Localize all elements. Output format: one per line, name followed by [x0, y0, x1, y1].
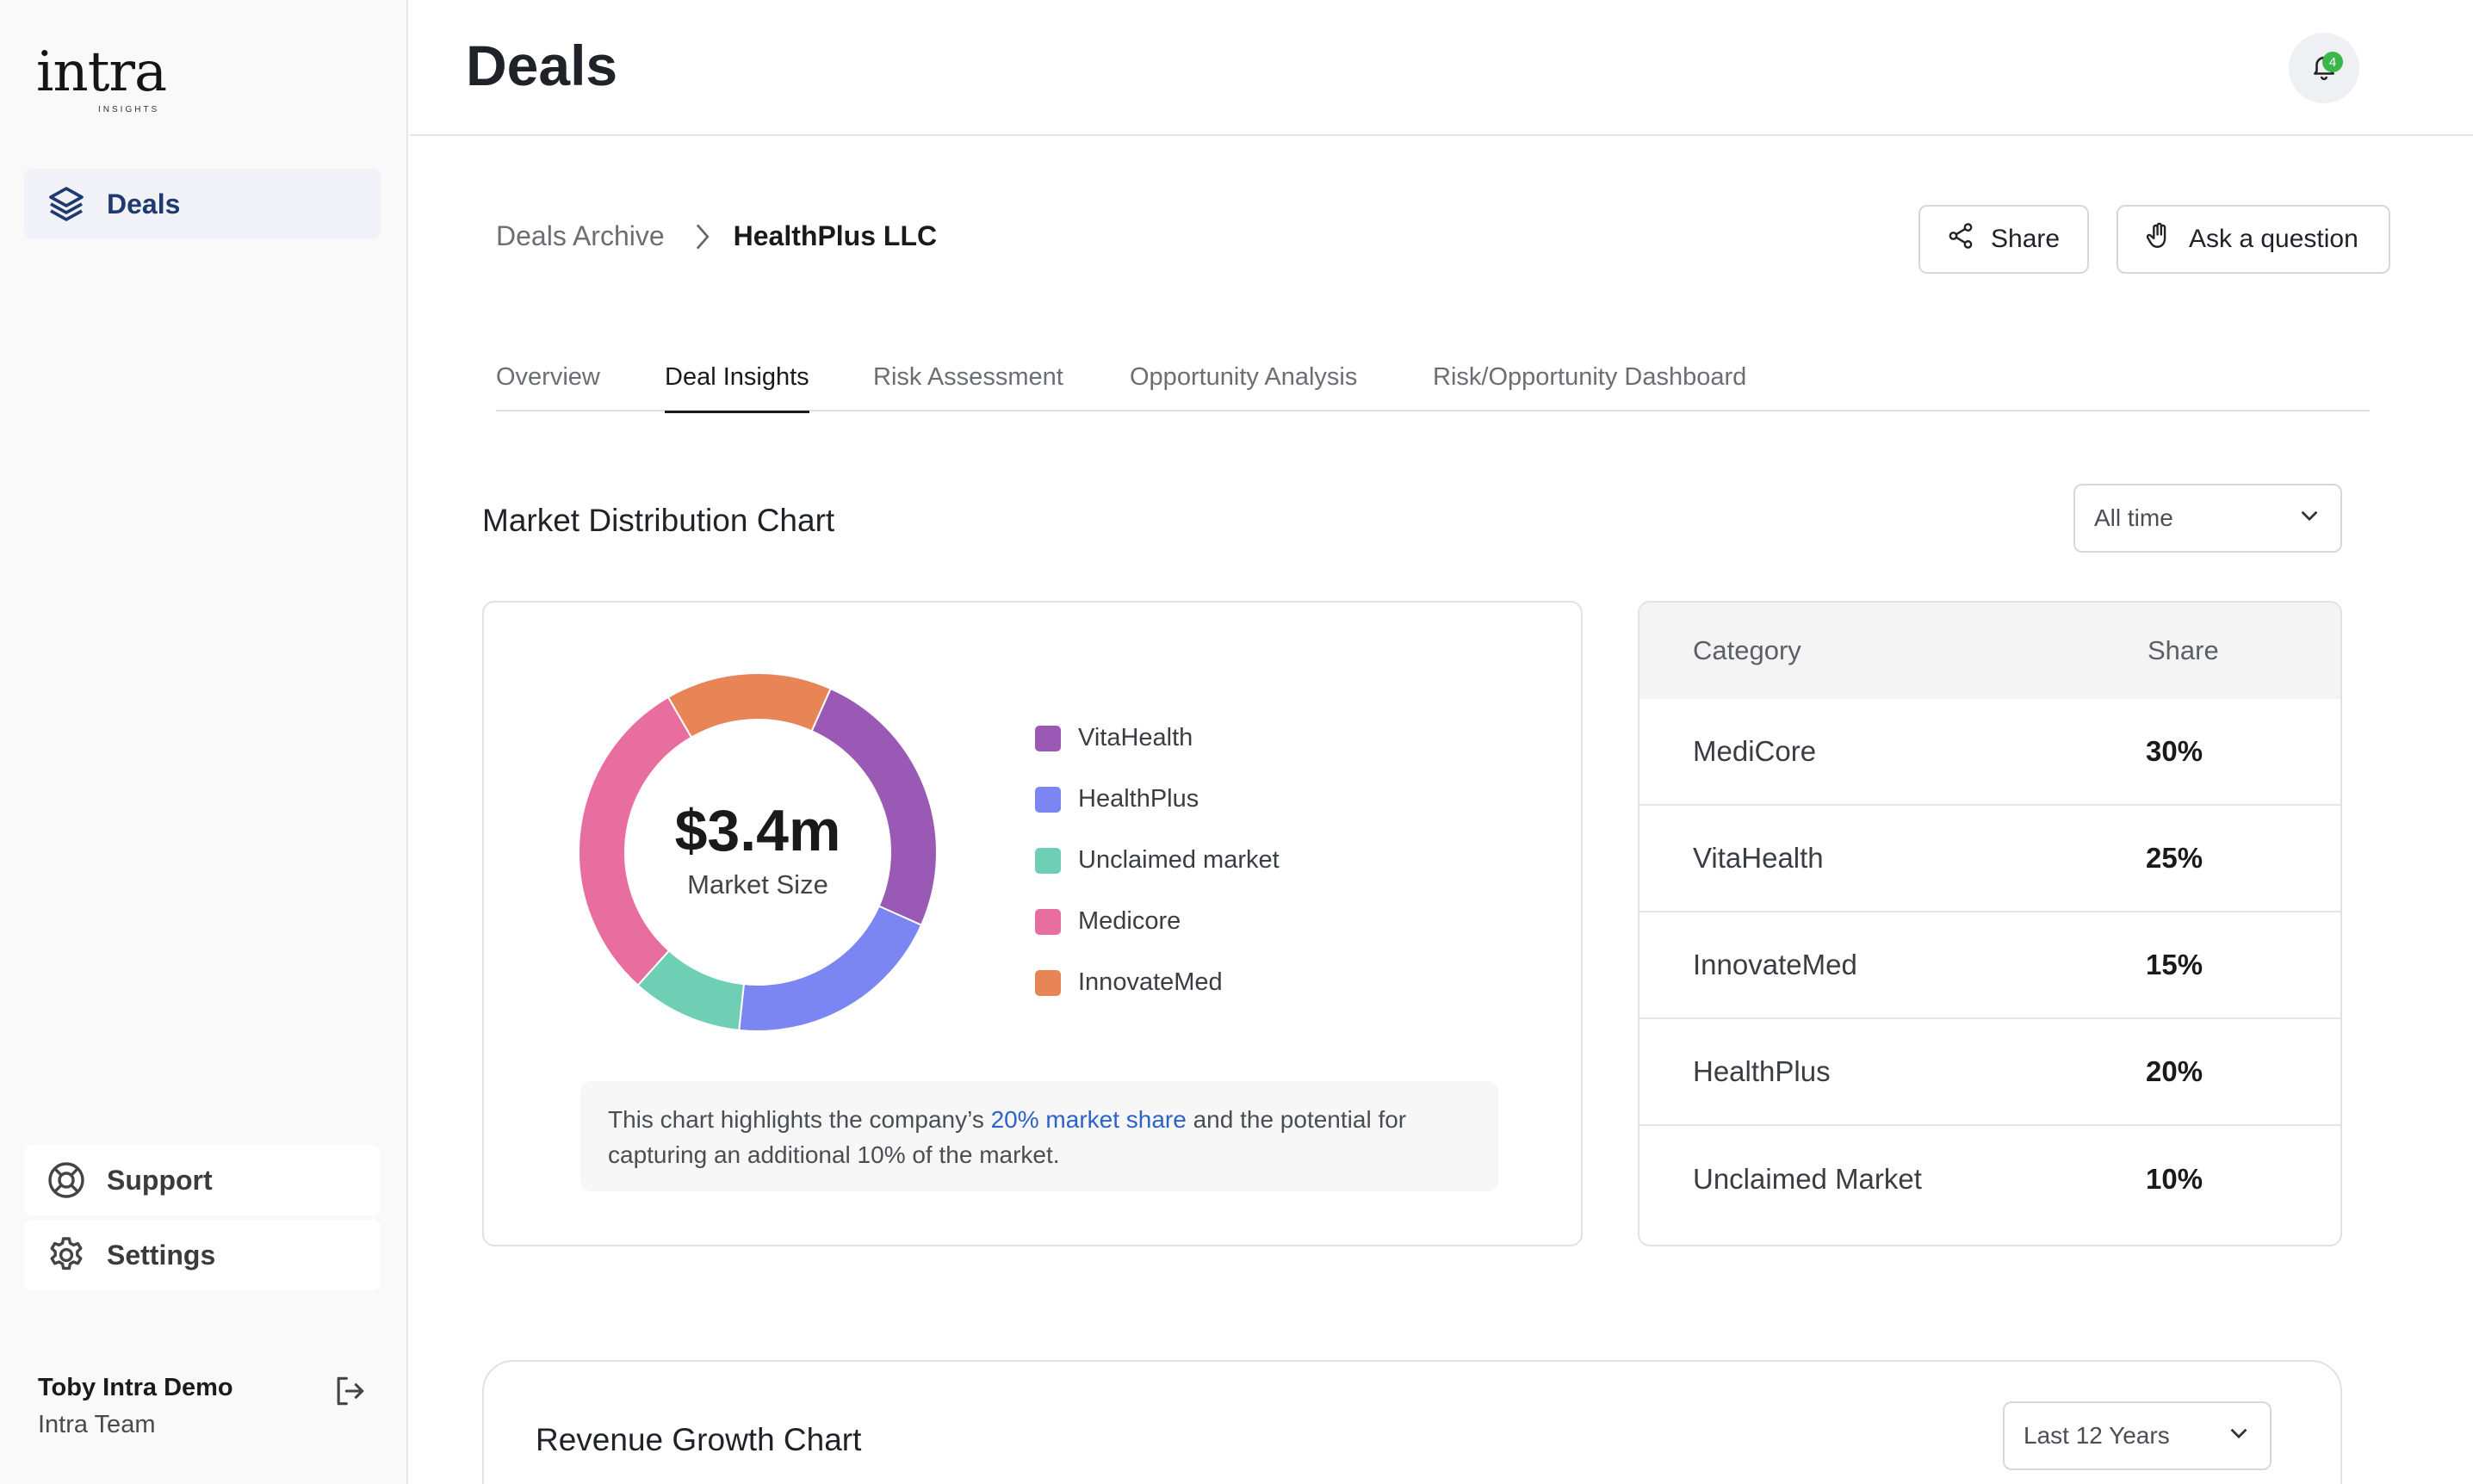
revenue-range-value: Last 12 Years: [2024, 1422, 2170, 1449]
market-size-value: $3.4m: [674, 798, 841, 863]
legend-swatch: [1035, 908, 1061, 935]
market-share-link[interactable]: 20% market share: [990, 1106, 1187, 1133]
logo-wordmark: intra: [36, 40, 167, 104]
sidebar-item-support[interactable]: Support: [24, 1145, 381, 1215]
column-header-category: Category: [1693, 635, 1801, 665]
cell-share: 10%: [2146, 1163, 2203, 1195]
logo-subtitle: INSIGHTS: [98, 105, 160, 114]
note-text-post: and the potential for capturing an addit…: [608, 1106, 1407, 1168]
lifebuoy-icon: [45, 1159, 88, 1202]
legend-swatch: [1035, 969, 1061, 996]
hand-icon: [2144, 221, 2189, 257]
notification-badge: 4: [2322, 52, 2343, 72]
market-donut-chart: [578, 672, 938, 1032]
ask-label: Ask a question: [2189, 225, 2358, 253]
market-chart-card: $3.4m Market Size VitaHealth HealthPlus …: [482, 601, 1583, 1246]
logo[interactable]: intra INSIGHTS: [36, 40, 167, 114]
cell-category: MediCore: [1693, 735, 1817, 767]
legend-label: Unclaimed market: [1078, 846, 1280, 874]
tab-risk-assessment[interactable]: Risk Assessment: [873, 363, 1063, 391]
logout-icon: [331, 1376, 369, 1413]
legend-item: HealthPlus: [1035, 769, 1280, 830]
sidebar-item-label: Deals: [107, 188, 181, 220]
layers-icon: [45, 182, 88, 226]
breadcrumb: Deals Archive HealthPlus LLC: [496, 220, 937, 252]
breadcrumb-current: HealthPlus LLC: [733, 220, 938, 251]
cell-category: Unclaimed Market: [1693, 1163, 1922, 1195]
ask-question-button[interactable]: Ask a question: [2117, 205, 2390, 274]
table-row: MediCore 30%: [1639, 699, 2340, 806]
column-header-share: Share: [2148, 635, 2219, 665]
legend-label: Medicore: [1078, 907, 1181, 935]
sidebar-item-label: Support: [107, 1164, 213, 1196]
chevron-down-icon: [2227, 1421, 2251, 1451]
revenue-range-select[interactable]: Last 12 Years: [2003, 1401, 2272, 1470]
legend-item: Unclaimed market: [1035, 830, 1280, 891]
gear-icon: [45, 1234, 88, 1277]
legend-label: VitaHealth: [1078, 724, 1193, 751]
cell-share: 20%: [2146, 1055, 2203, 1087]
logout-button[interactable]: [331, 1372, 369, 1410]
legend-item: InnovateMed: [1035, 952, 1280, 1013]
revenue-chart-card: Revenue Growth Chart Last 12 Years: [482, 1360, 2342, 1484]
table-row: Unclaimed Market 10%: [1639, 1126, 2340, 1233]
donut-slice-innovatemed[interactable]: [666, 672, 832, 739]
legend-swatch: [1035, 847, 1061, 874]
chevron-right-icon: [692, 222, 711, 251]
top-header: Deals: [410, 0, 2473, 136]
breadcrumb-deals-archive[interactable]: Deals Archive: [496, 220, 665, 251]
chevron-down-icon: [2297, 504, 2321, 534]
table-row: VitaHealth 25%: [1639, 806, 2340, 912]
legend-swatch: [1035, 725, 1061, 751]
legend-item: Medicore: [1035, 891, 1280, 952]
chart-legend: VitaHealth HealthPlus Unclaimed market M…: [1035, 708, 1280, 1013]
share-label: Share: [1991, 225, 2061, 253]
market-section-title: Market Distribution Chart: [482, 503, 835, 538]
market-size-label: Market Size: [687, 869, 828, 900]
chart-note: This chart highlights the company’s 20% …: [580, 1081, 1498, 1191]
cell-share: 25%: [2146, 842, 2203, 874]
tab-opportunity-analysis[interactable]: Opportunity Analysis: [1130, 363, 1358, 391]
legend-swatch: [1035, 786, 1061, 813]
tab-overview[interactable]: Overview: [496, 363, 600, 391]
cell-share: 15%: [2146, 949, 2203, 980]
cell-category: HealthPlus: [1693, 1055, 1831, 1087]
legend-label: HealthPlus: [1078, 785, 1199, 813]
time-range-select[interactable]: All time: [2073, 484, 2342, 553]
legend-item: VitaHealth: [1035, 708, 1280, 769]
user-name: Toby Intra Demo: [38, 1374, 233, 1401]
sidebar-item-settings[interactable]: Settings: [24, 1220, 381, 1290]
tab-deal-insights[interactable]: Deal Insights: [665, 363, 809, 413]
user-team: Intra Team: [38, 1411, 156, 1438]
table-header: Category Share: [1639, 603, 2340, 699]
sidebar-item-label: Settings: [107, 1239, 216, 1271]
tabs: Overview Deal Insights Risk Assessment O…: [496, 348, 2370, 413]
note-text-pre: This chart highlights the company’s: [608, 1106, 991, 1133]
table-row: HealthPlus 20%: [1639, 1019, 2340, 1126]
cell-category: VitaHealth: [1693, 842, 1824, 874]
time-range-value: All time: [2094, 504, 2173, 531]
table-row: InnovateMed 15%: [1639, 912, 2340, 1019]
share-icon: [1946, 221, 1991, 257]
cell-category: InnovateMed: [1693, 949, 1857, 980]
sidebar: intra INSIGHTS Deals Support: [0, 0, 408, 1484]
revenue-section-title: Revenue Growth Chart: [536, 1422, 862, 1457]
user-profile: Toby Intra Demo Intra Team: [38, 1374, 233, 1439]
market-share-table: Category Share MediCore 30% VitaHealth 2…: [1638, 601, 2342, 1246]
tab-risk-opportunity-dashboard[interactable]: Risk/Opportunity Dashboard: [1433, 363, 1747, 391]
page-title: Deals: [466, 34, 618, 97]
donut-center: $3.4m Market Size: [577, 671, 939, 1033]
cell-share: 30%: [2146, 735, 2203, 767]
legend-label: InnovateMed: [1078, 968, 1223, 996]
sidebar-item-deals[interactable]: Deals: [24, 169, 381, 239]
share-button[interactable]: Share: [1918, 205, 2089, 274]
